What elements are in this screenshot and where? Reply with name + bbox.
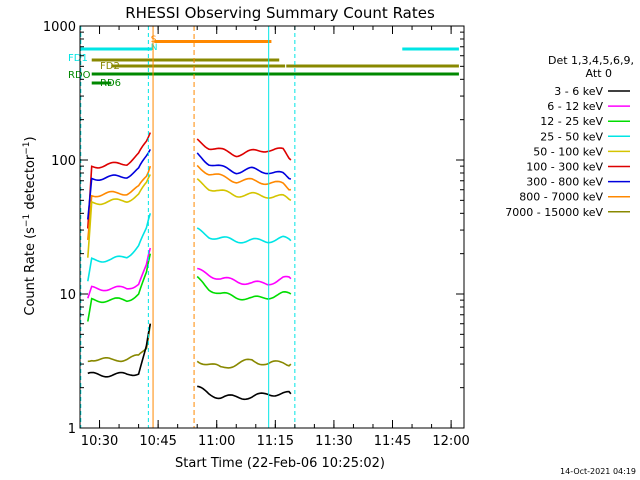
legend-label: 300 - 800 keV <box>526 176 603 189</box>
y-tick-label: 100 <box>51 154 76 169</box>
axes: 1 10 100 1000 10:30 10:45 11:00 11:15 11:30 11:45… <box>43 20 470 449</box>
y-axis-label: Count Rate (s−1 detector−1) <box>22 136 38 315</box>
flag-label: RD6 <box>100 78 121 89</box>
legend: Det 1,3,4,5,6,9,Att 0 3 - 6 keV 6 - 12 keV… <box>505 54 634 219</box>
flag-annotation: N <box>151 43 158 53</box>
series-line <box>196 138 292 161</box>
flag-bar <box>111 64 286 68</box>
x-tick-label: 12:00 <box>432 434 469 449</box>
y-tick-label: 10 <box>59 288 76 303</box>
y-tick-label: 1 <box>68 422 76 437</box>
series-line <box>87 323 152 363</box>
y-tick-label: 1000 <box>43 20 76 35</box>
flag-label: FD1 <box>68 53 88 64</box>
legend-label: 3 - 6 keV <box>554 85 603 98</box>
chart-title: RHESSI Observing Summary Count Rates <box>125 4 435 22</box>
legend-label: 6 - 12 keV <box>547 100 603 113</box>
legend-label: 100 - 300 keV <box>526 161 603 174</box>
series-line <box>196 152 292 180</box>
series-layer <box>87 132 292 401</box>
series-line <box>196 275 292 301</box>
legend-label: 25 - 50 keV <box>540 130 603 143</box>
flag-annotation: S <box>151 35 157 45</box>
legend-header: Det 1,3,4,5,6,9, <box>548 54 634 67</box>
series-line <box>87 149 151 220</box>
x-tick-label: 11:15 <box>257 434 294 449</box>
series-line <box>196 358 292 369</box>
flag-bar <box>286 64 459 68</box>
flag-bar <box>91 72 459 76</box>
flag-bar <box>154 40 272 43</box>
series-line <box>87 174 152 258</box>
series-line <box>196 227 292 244</box>
flag-label: FD2 <box>100 61 120 72</box>
series-line <box>87 253 152 322</box>
legend-label: 50 - 100 keV <box>533 145 603 158</box>
vertical-markers <box>80 26 296 428</box>
series-line <box>87 213 152 282</box>
flag-bar <box>91 81 112 85</box>
series-line <box>197 267 292 286</box>
series-line <box>87 132 152 229</box>
x-tick-label: 10:30 <box>81 434 118 449</box>
series-line <box>87 165 152 240</box>
legend-label: 12 - 25 keV <box>540 115 603 128</box>
series-line <box>87 247 152 299</box>
x-axis-label: Start Time (22-Feb-06 10:25:02) <box>175 456 385 471</box>
flag-bar <box>402 47 459 51</box>
footer-timestamp: 14-Oct-2021 04:19 <box>560 467 636 476</box>
flag-label: RDO <box>68 70 91 81</box>
flag-bar <box>91 58 280 62</box>
legend-label: 800 - 7000 keV <box>519 191 603 204</box>
flag-bar <box>80 47 152 51</box>
x-tick-label: 11:45 <box>374 434 411 449</box>
x-tick-label: 11:00 <box>198 434 235 449</box>
series-line <box>196 164 291 191</box>
legend-header: Att 0 <box>586 67 612 80</box>
series-line <box>87 323 152 378</box>
flag-bars: FD1 FD2 RDO RD6 SN <box>68 35 459 89</box>
series-line <box>197 385 292 401</box>
x-tick-label: 10:45 <box>139 434 176 449</box>
x-tick-label: 11:30 <box>315 434 352 449</box>
series-line <box>196 178 292 201</box>
legend-label: 7000 - 15000 keV <box>505 206 603 219</box>
plot-frame <box>79 25 465 429</box>
